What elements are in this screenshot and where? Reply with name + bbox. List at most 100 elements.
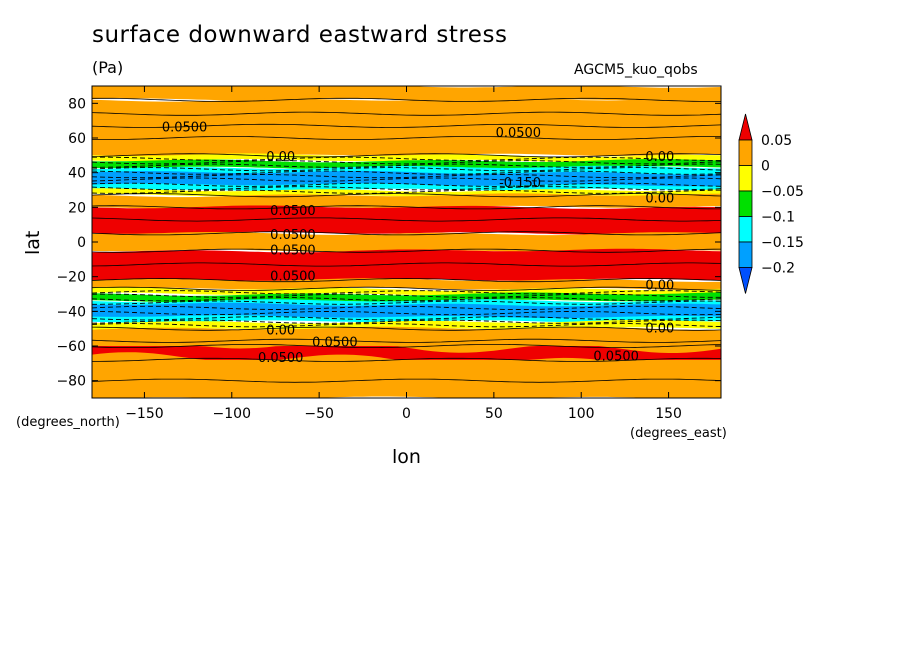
contour-line: [92, 278, 721, 283]
contour-fill-layer: [92, 86, 721, 398]
contour-line-dashed: [92, 297, 721, 302]
contour-line-dashed: [92, 293, 721, 298]
contour-line-dashed: [92, 311, 721, 316]
contour-line: [92, 378, 721, 383]
colorbar-label: 0.05: [761, 133, 792, 149]
contour-line-dashed: [92, 163, 721, 168]
colorbar-extend-bottom: [738, 267, 753, 294]
x-tick-label: −150: [125, 406, 163, 422]
x-tick-label: −100: [213, 406, 251, 422]
y-tick-label: 60: [68, 131, 86, 147]
colorbar-segment: [738, 139, 753, 166]
colorbar-extend-top: [738, 113, 753, 141]
contour-line: [92, 193, 721, 198]
contour-line-dashed: [92, 323, 721, 328]
y-tick-label: 80: [68, 96, 86, 112]
contour-band: [92, 346, 721, 360]
contour-line: [92, 344, 721, 348]
contour-label: 0.0500: [270, 270, 316, 285]
contour-line-dashed: [92, 177, 721, 182]
colorbar-label: −0.1: [761, 210, 795, 226]
contour-band: [92, 319, 721, 331]
contour-line: [92, 286, 721, 291]
model-name: AGCM5_kuo_qobs: [574, 62, 698, 78]
contour-line-dashed: [92, 182, 721, 187]
x-axis-units: (degrees_east): [630, 426, 727, 441]
contour-line: [92, 217, 721, 222]
contour-band: [92, 193, 721, 209]
contour-label: 0.00: [645, 322, 674, 337]
y-tick-label: −60: [56, 339, 86, 355]
contour-line: [92, 97, 721, 102]
x-tick-label: −50: [304, 406, 334, 422]
contour-label: 0.00: [266, 150, 295, 165]
contour-line-dashed: [92, 300, 721, 305]
contour-line-dashed: [92, 167, 721, 172]
colorbar-segment: [738, 241, 753, 268]
contour-line-dashed: [92, 174, 721, 179]
y-tick-label: 0: [77, 235, 86, 251]
contour-label: 0.0500: [258, 351, 304, 366]
contour-line: [92, 357, 721, 362]
contour-label: 0.0500: [270, 228, 316, 243]
y-tick-label: −40: [56, 304, 86, 320]
contour-band: [92, 205, 721, 235]
contour-label: 0.0500: [496, 126, 542, 141]
contour-band: [92, 232, 721, 253]
x-tick-label: 0: [402, 406, 411, 422]
contour-line: [92, 123, 721, 128]
contour-line: [92, 338, 721, 343]
contour-band: [92, 86, 721, 102]
contour-line-dashed: [92, 156, 721, 161]
colorbar: 0.05 0 −0.05 −0.1 −0.15 −0.2: [738, 113, 804, 294]
contour-line: [92, 111, 721, 116]
colorbar-segment: [738, 165, 753, 192]
contour-label: 0.00: [645, 192, 674, 207]
contour-line-dashed: [92, 319, 721, 324]
colorbar-label: −0.15: [761, 235, 804, 251]
contour-label: 0.0500: [312, 336, 358, 351]
contour-line: [92, 231, 721, 236]
contour-label: 0.0500: [593, 349, 639, 364]
contour-label: 0.00: [645, 150, 674, 165]
colorbar-label: −0.05: [761, 184, 804, 200]
contour-label: 0.00: [645, 278, 674, 293]
colorbar-segment: [738, 216, 753, 243]
colorbar-segment: [738, 190, 753, 217]
contour-line: [92, 136, 721, 140]
contour-line-dashed: [92, 189, 721, 194]
x-axis-label: lon: [392, 446, 421, 468]
contour-line: [92, 205, 721, 210]
chart-units: (Pa): [92, 58, 124, 77]
colorbar-label: 0: [761, 159, 770, 175]
colorbar-label: −0.2: [761, 261, 795, 277]
contour-label: 0.00: [266, 323, 295, 338]
contour-label: 0.0500: [162, 121, 208, 136]
contour-line-dashed: [92, 316, 721, 321]
contour-band: [92, 248, 721, 282]
y-tick-label: −20: [56, 270, 86, 286]
x-tick-label: 50: [485, 406, 503, 422]
y-tick-label: −80: [56, 374, 86, 390]
contour-line-dashed: [92, 160, 721, 165]
contour-line: [92, 262, 721, 267]
axes-layer: −150 −100 −50 0 50 100 150 −80 −60 −40 −20 0 20 40 60 8…: [56, 86, 721, 422]
contour-line: [92, 153, 721, 158]
contour-line: [92, 326, 721, 331]
y-tick-label: 20: [68, 200, 86, 216]
contour-label: 0.0500: [270, 204, 316, 219]
contour-label: 0.0500: [270, 244, 316, 259]
contour-line-dashed: [92, 186, 721, 191]
contour-line-dashed: [92, 305, 721, 310]
contour-label: -0.150: [499, 176, 541, 191]
x-tick-label: 100: [568, 406, 595, 422]
chart-title: surface downward eastward stress: [92, 22, 508, 48]
x-tick-label: 150: [655, 406, 682, 422]
contour-line-dashed: [92, 290, 721, 295]
y-axis-units: (degrees_north): [16, 415, 120, 430]
contour-band: [92, 302, 721, 319]
y-axis-label: lat: [22, 230, 44, 255]
y-tick-label: 40: [68, 166, 86, 182]
